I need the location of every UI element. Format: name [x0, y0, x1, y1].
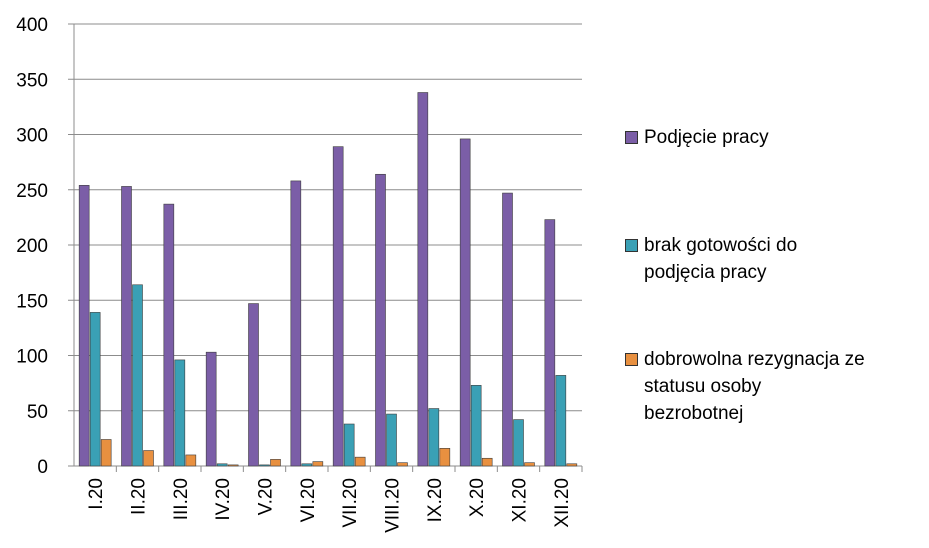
x-tick-label: VI.20 — [298, 478, 319, 522]
x-tick-label: I.20 — [86, 478, 107, 510]
axes — [68, 23, 583, 472]
bar-V.20-series-1 — [259, 464, 270, 467]
bar-VI.20-series-2 — [312, 461, 324, 467]
legend-item-dobrowolna-rezygnacja: dobrowolna rezygnacja ze statusu osoby b… — [625, 346, 865, 427]
y-tick-label: 200 — [16, 236, 48, 257]
x-tick-label: III.20 — [171, 478, 192, 520]
bar-XI.20-series-2 — [524, 462, 535, 467]
bar-XII.20-series-1 — [555, 375, 567, 467]
bar-X.20-series-2 — [481, 457, 493, 467]
y-tick-label: 0 — [37, 457, 48, 478]
y-tick-label: 400 — [16, 15, 48, 36]
bar-V.20-series-2 — [270, 459, 281, 467]
legend-swatch — [625, 353, 638, 366]
bar-IX.20-series-2 — [439, 448, 451, 467]
x-tick-label: IV.20 — [213, 478, 234, 521]
y-tick-label: 150 — [16, 291, 48, 312]
x-tick-label: II.20 — [129, 478, 150, 515]
bar-X.20-series-1 — [470, 385, 482, 467]
bar-I.20-series-2 — [100, 439, 112, 467]
bar-II.20-series-2 — [143, 450, 154, 467]
x-tick-label: XII.20 — [552, 478, 573, 528]
y-tick-label: 100 — [16, 347, 48, 368]
bar-II.20-series-0 — [121, 186, 132, 467]
y-tick-label: 300 — [16, 126, 48, 147]
legend-label: dobrowolna rezygnacja ze statusu osoby b… — [644, 349, 865, 424]
bar-XII.20-series-0 — [544, 219, 556, 467]
y-tick-labels: 0 50 100 150 200 250 300 350 400 — [16, 15, 48, 478]
y-tick-label: 350 — [16, 70, 48, 91]
bar-IX.20-series-1 — [428, 408, 440, 467]
x-tick-label: X.20 — [467, 478, 488, 517]
legend-swatch — [625, 131, 638, 144]
bar-IV.20-series-0 — [205, 351, 217, 467]
x-tick-label: XI.20 — [510, 478, 531, 522]
bar-I.20-series-1 — [89, 312, 101, 467]
bar-XI.20-series-1 — [513, 419, 524, 467]
gridlines — [74, 23, 582, 412]
bar-III.20-series-0 — [163, 203, 175, 467]
legend-label: Podjęcie pracy — [644, 127, 769, 148]
bar-IV.20-series-2 — [227, 464, 239, 467]
bar-VII.20-series-1 — [343, 423, 355, 467]
legend-item-brak-gotowosci: brak gotowości do podjęcia pracy — [625, 232, 797, 286]
bar-VIII.20-series-2 — [397, 462, 408, 467]
bar-XII.20-series-2 — [566, 463, 578, 467]
y-tick-label: 250 — [16, 181, 48, 202]
bar-II.20-series-1 — [132, 284, 143, 467]
bar-X.20-series-0 — [459, 138, 471, 467]
bar-III.20-series-2 — [185, 454, 197, 467]
bar-I.20-series-0 — [78, 185, 90, 467]
legend-swatch — [625, 239, 638, 252]
bar-VIII.20-series-0 — [375, 173, 386, 467]
x-tick-label: VIII.20 — [383, 478, 404, 533]
bar-VI.20-series-0 — [290, 180, 302, 467]
bars — [78, 92, 578, 467]
bar-IX.20-series-0 — [417, 92, 429, 467]
x-tick-label: IX.20 — [425, 478, 446, 522]
x-tick-label: VII.20 — [340, 478, 361, 528]
bar-VII.20-series-2 — [354, 456, 366, 467]
bar-VIII.20-series-1 — [386, 413, 397, 467]
x-tick-label: V.20 — [256, 478, 277, 515]
bar-III.20-series-1 — [174, 359, 186, 467]
y-tick-label: 50 — [27, 402, 48, 423]
bar-XI.20-series-0 — [502, 192, 513, 467]
bar-VII.20-series-0 — [332, 146, 344, 467]
bar-IV.20-series-1 — [216, 463, 228, 467]
legend-label: brak gotowości do podjęcia pracy — [644, 235, 798, 283]
bar-V.20-series-0 — [248, 303, 259, 467]
x-tick-labels: I.20 II.20 III.20 IV.20 V.20 VI.20 VII.20 VIII.… — [86, 478, 573, 533]
legend-item-podjecie-pracy: Podjęcie pracy — [625, 124, 769, 151]
bar-VI.20-series-1 — [301, 463, 313, 467]
